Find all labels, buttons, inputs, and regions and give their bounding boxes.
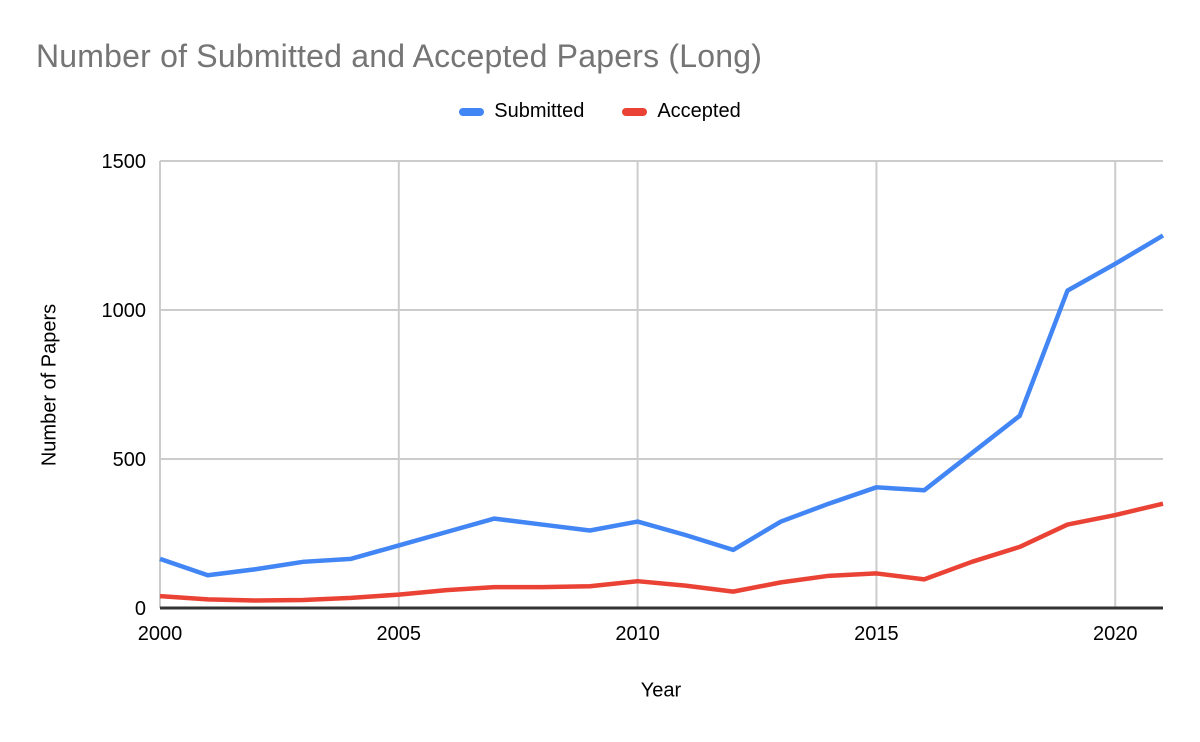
series-line-submitted — [159, 233, 1165, 578]
series-line-accepted — [159, 501, 1164, 603]
y-axis-title: Number of Papers — [38, 303, 61, 467]
chart-legend: Submitted Accepted — [0, 100, 1200, 123]
legend-item-submitted[interactable]: Submitted — [459, 100, 584, 123]
y-tick-label-0: 0 — [135, 598, 146, 620]
x-tick-label-2020: 2020 — [1093, 623, 1138, 645]
y-tick-label-500: 500 — [113, 449, 146, 471]
legend-label-accepted: Accepted — [657, 100, 741, 122]
legend-swatch-accepted-icon — [622, 107, 648, 116]
y-tick-label-1500: 1500 — [102, 151, 147, 173]
y-tick-label-1000: 1000 — [102, 300, 147, 322]
chart-title: Number of Submitted and Accepted Papers … — [36, 38, 763, 74]
x-axis-title: Year — [640, 679, 682, 702]
legend-label-submitted: Submitted — [494, 100, 585, 122]
legend-item-accepted[interactable]: Accepted — [622, 100, 741, 123]
legend-swatch-submitted-icon — [459, 107, 485, 116]
x-tick-label-2000: 2000 — [138, 623, 183, 645]
x-tick-label-2015: 2015 — [854, 623, 899, 645]
x-tick-label-2010: 2010 — [615, 623, 660, 645]
x-tick-label-2005: 2005 — [377, 623, 422, 645]
